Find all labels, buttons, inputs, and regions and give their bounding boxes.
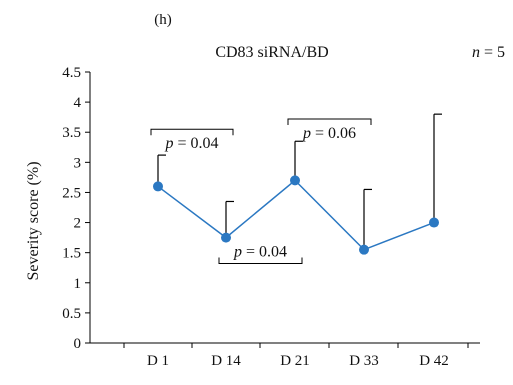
p-value-label: p = 0.06 <box>302 125 356 142</box>
y-tick-label: 3.5 <box>62 125 81 141</box>
x-tick-label: D 33 <box>349 353 379 369</box>
data-point <box>153 181 163 192</box>
sample-size-label: n = 5 <box>472 44 505 62</box>
p-value-label: p = 0.04 <box>233 244 287 261</box>
p-value-label: p = 0.04 <box>164 135 218 152</box>
y-tick-label: 1 <box>74 276 82 292</box>
data-point <box>221 232 231 243</box>
data-point <box>290 175 300 186</box>
series-line <box>157 179 435 251</box>
significance-bracket <box>218 257 303 265</box>
y-tick-label: 0 <box>74 336 82 352</box>
y-tick-label: 2.5 <box>62 185 81 201</box>
chart-title: CD83 siRNA/BD <box>215 44 329 61</box>
y-tick-label: 4 <box>74 95 82 111</box>
n-value: = 5 <box>483 44 505 61</box>
n-symbol: n <box>471 44 480 61</box>
significance-bracket <box>287 118 372 125</box>
panel-label: (h) <box>154 12 172 28</box>
x-tick-label: D 42 <box>419 353 449 369</box>
y-tick-label: 2 <box>74 216 82 232</box>
data-point <box>359 244 369 255</box>
y-tick-label: 4.5 <box>62 65 81 81</box>
data-point <box>429 217 439 228</box>
y-tick-label: 1.5 <box>62 246 81 262</box>
x-tick-label: D 1 <box>147 353 169 369</box>
significance-bracket <box>150 128 234 136</box>
y-tick-label: 3 <box>74 155 82 171</box>
x-tick-label: D 21 <box>280 353 310 369</box>
x-tick-label: D 14 <box>211 353 241 369</box>
y-tick-label: 0.5 <box>62 306 81 322</box>
